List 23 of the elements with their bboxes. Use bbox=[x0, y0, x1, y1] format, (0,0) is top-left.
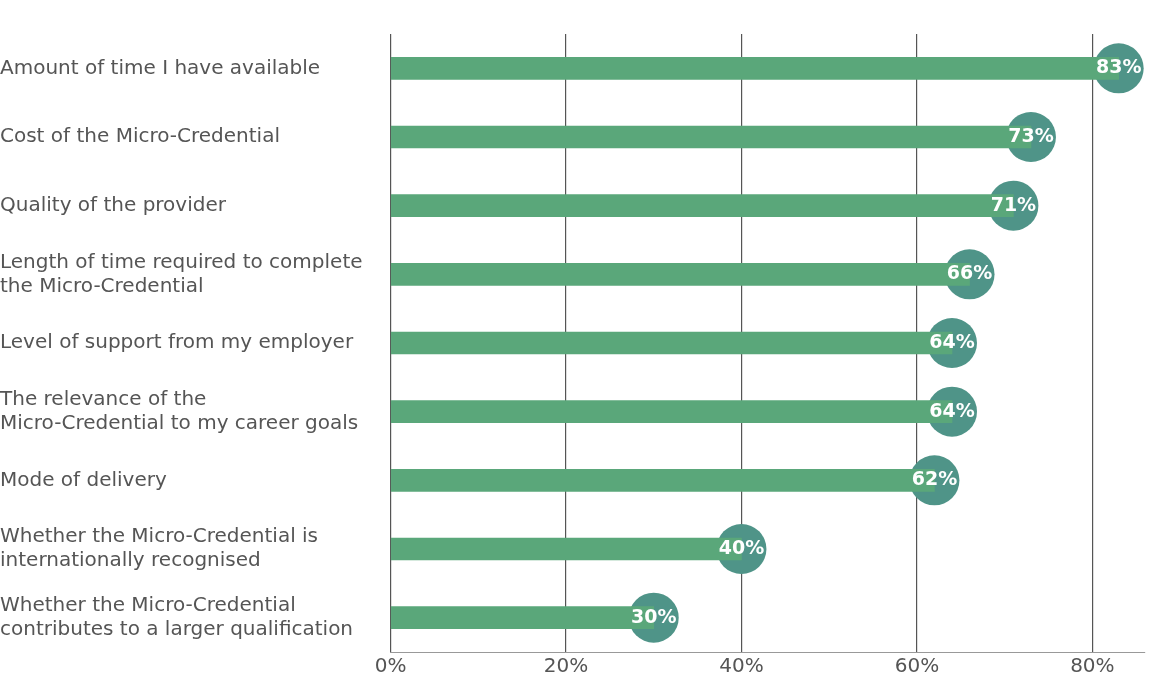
y-tick-label: Level of support from my employer bbox=[0, 329, 354, 354]
data-label: 62% bbox=[911, 467, 958, 490]
y-tick-label: The relevance of the Micro-Credential to my career goals bbox=[0, 385, 359, 434]
y-tick-label: Mode of delivery bbox=[0, 466, 167, 491]
x-tick-label: 60% bbox=[894, 653, 940, 678]
data-label: 64% bbox=[929, 398, 975, 421]
data-label: 83% bbox=[1095, 55, 1142, 78]
y-tick-label: Length of time required to complete the Micro-Credential bbox=[0, 248, 363, 297]
data-label: 64% bbox=[929, 329, 975, 352]
data-label: 66% bbox=[946, 261, 993, 284]
x-tick-label: 0% bbox=[374, 653, 407, 678]
x-tick-label: 40% bbox=[719, 653, 764, 678]
data-label: 71% bbox=[990, 192, 1037, 215]
y-tick-label: Amount of time I have available bbox=[0, 54, 321, 79]
y-tick-label: Quality of the provider bbox=[0, 191, 227, 216]
x-tick-label: 20% bbox=[543, 653, 589, 678]
y-tick-label: Whether the Micro-Credential contributes to a larger qualification bbox=[0, 591, 354, 640]
data-label: 73% bbox=[1008, 123, 1054, 146]
x-tick-label: 80% bbox=[1070, 653, 1115, 678]
y-tick-label: Whether the Micro-Credential is internationally recognised bbox=[0, 523, 319, 572]
y-tick-label: Cost of the Micro-Credential bbox=[0, 123, 280, 148]
data-label: 40% bbox=[718, 535, 765, 558]
data-label: 30% bbox=[630, 604, 677, 627]
